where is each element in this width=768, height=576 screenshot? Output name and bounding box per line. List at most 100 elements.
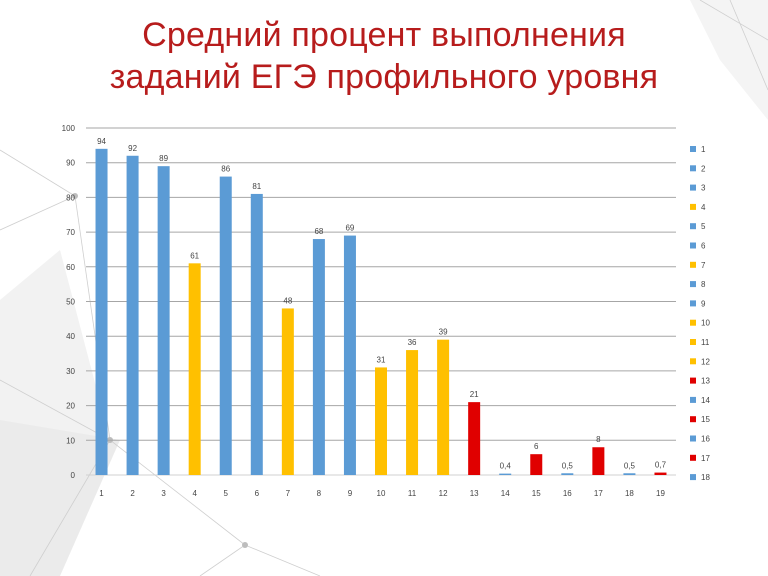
data-label: 31	[377, 355, 386, 364]
data-label: 81	[252, 182, 261, 191]
y-tick-label: 80	[66, 193, 75, 202]
legend-label: 8	[701, 280, 706, 289]
legend-swatch	[690, 242, 696, 249]
data-label: 21	[470, 390, 479, 399]
data-label: 36	[408, 338, 417, 347]
page-title: Средний процент выполнения заданий ЕГЭ п…	[0, 14, 768, 98]
legend-label: 11	[701, 338, 710, 347]
data-label: 39	[439, 328, 448, 337]
x-tick-label: 8	[317, 489, 322, 498]
bar	[250, 193, 263, 475]
x-tick-label: 11	[408, 489, 417, 498]
y-tick-label: 70	[66, 228, 75, 237]
data-label: 48	[283, 296, 292, 305]
legend-swatch	[690, 261, 696, 268]
y-tick-label: 50	[66, 298, 75, 307]
y-tick-label: 60	[66, 263, 75, 272]
legend-label: 18	[701, 473, 710, 482]
bar	[312, 239, 325, 475]
bar	[281, 308, 294, 475]
legend-swatch	[690, 454, 696, 461]
bar	[592, 447, 605, 475]
x-axis-ticks: 1 2 3 4 5 6 7 8 9 10 11 12 13 14 15 16 17 18 19	[99, 489, 665, 498]
legend-label: 12	[701, 357, 710, 366]
legend-swatch	[690, 223, 696, 230]
data-label: 68	[314, 227, 323, 236]
legend-swatch	[690, 281, 696, 288]
bar	[654, 472, 667, 475]
bg-shape	[690, 0, 768, 120]
bar	[406, 350, 419, 475]
x-tick-label: 13	[470, 489, 479, 498]
data-label: 69	[345, 224, 354, 233]
x-tick-label: 6	[255, 489, 260, 498]
legend-swatch	[690, 435, 696, 442]
legend-label: 3	[701, 184, 706, 193]
legend-label: 7	[701, 261, 706, 270]
data-label: 86	[221, 165, 230, 174]
bars	[95, 148, 667, 476]
y-tick-label: 100	[62, 124, 76, 133]
x-tick-label: 15	[532, 489, 541, 498]
x-tick-label: 16	[563, 489, 572, 498]
data-label: 0,4	[500, 462, 512, 471]
bar	[95, 148, 108, 475]
legend-swatch	[690, 339, 696, 345]
legend-label: 4	[701, 203, 706, 212]
y-axis-ticks: 0 10 20 30 40 50 60 70 80 90 100	[62, 124, 76, 480]
bar	[375, 367, 387, 475]
x-tick-label: 7	[286, 489, 291, 498]
legend-label: 6	[701, 242, 706, 251]
data-label: 89	[159, 154, 168, 163]
bar	[126, 155, 139, 475]
legend-label: 16	[701, 435, 710, 444]
bg-network-nodes	[72, 193, 248, 548]
data-label: 0,5	[624, 461, 636, 470]
bar	[468, 402, 481, 475]
x-tick-label: 12	[439, 489, 448, 498]
bar	[157, 166, 170, 476]
legend-swatch	[690, 416, 696, 423]
x-tick-label: 3	[161, 489, 166, 498]
y-tick-label: 30	[66, 367, 75, 376]
x-tick-label: 2	[130, 489, 135, 498]
legend-swatch	[690, 377, 696, 384]
y-tick-label: 40	[66, 332, 75, 341]
legend-swatch	[690, 396, 696, 403]
x-tick-label: 5	[224, 489, 229, 498]
bg-shape	[0, 420, 120, 576]
legend-swatch	[690, 146, 696, 152]
y-tick-label: 20	[66, 402, 75, 411]
legend-label: 9	[701, 299, 706, 308]
legend-label: 14	[701, 396, 710, 405]
bar	[530, 454, 543, 475]
x-tick-label: 18	[625, 489, 634, 498]
legend-swatch	[690, 319, 696, 326]
legend-label: 13	[701, 377, 710, 386]
x-tick-label: 19	[656, 489, 665, 498]
legend-swatch	[690, 184, 696, 191]
legend-swatch	[690, 300, 696, 307]
legend-label: 2	[701, 164, 706, 173]
x-tick-label: 10	[377, 489, 386, 498]
data-label: 0,7	[655, 461, 667, 470]
title-line-2: заданий ЕГЭ профильного уровня	[109, 58, 659, 96]
legend-label: 15	[701, 415, 710, 424]
legend-swatch	[690, 203, 696, 210]
bar	[499, 473, 512, 475]
legend-label: 17	[701, 454, 710, 463]
legend-label: 1	[701, 145, 706, 154]
data-label: 92	[128, 144, 137, 153]
data-label: 94	[97, 137, 106, 146]
bar	[561, 473, 574, 475]
title-line-1: Средний процент выполнения	[142, 16, 626, 54]
bar	[437, 339, 450, 475]
data-label: 61	[190, 251, 199, 260]
bar	[343, 235, 356, 475]
y-tick-label: 10	[66, 436, 75, 445]
data-label: 6	[534, 442, 539, 451]
bar	[188, 263, 201, 475]
